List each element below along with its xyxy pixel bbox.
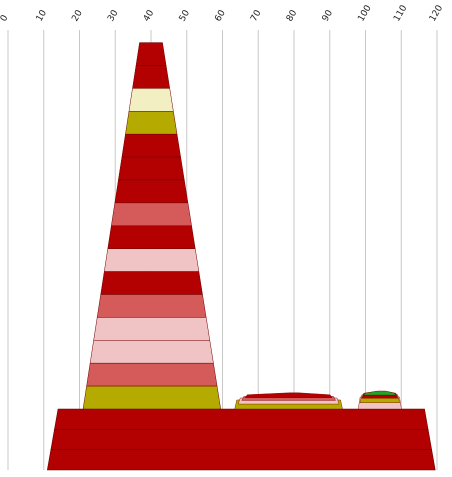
x-tick-label-70: 70 xyxy=(249,8,264,23)
tower-band-15 xyxy=(86,362,218,387)
peak-1-band-4 xyxy=(244,392,333,398)
tower-band-13 xyxy=(93,317,211,341)
base-band-2 xyxy=(50,429,432,450)
peak-2-band-4 xyxy=(363,390,397,396)
tower-band-6 xyxy=(118,156,185,181)
tower-band-1 xyxy=(135,42,167,66)
x-tick-label-50: 50 xyxy=(178,8,193,23)
x-tick-label-60: 60 xyxy=(213,8,228,23)
tower-band-7 xyxy=(114,179,189,204)
chart-marks xyxy=(46,42,436,471)
tower-band-10 xyxy=(103,248,200,272)
tower-band-9 xyxy=(107,225,196,249)
base-band-3 xyxy=(46,449,436,471)
x-tick-label-30: 30 xyxy=(106,8,121,23)
x-tick-label-10: 10 xyxy=(35,8,50,23)
tower-band-14 xyxy=(89,340,214,364)
x-tick-label-20: 20 xyxy=(70,8,85,23)
tower-band-8 xyxy=(111,202,192,227)
tower-band-12 xyxy=(96,294,207,318)
x-tick-labels: 0 10 20 30 40 50 60 70 80 90 100 110 120 xyxy=(0,3,445,23)
x-tick-label-110: 110 xyxy=(392,3,409,23)
tower-band-5 xyxy=(121,133,181,158)
x-tick-label-120: 120 xyxy=(428,3,445,23)
x-tick-label-100: 100 xyxy=(356,3,373,23)
tower-band-16 xyxy=(82,385,222,410)
base-band-1 xyxy=(54,408,429,430)
x-tick-label-40: 40 xyxy=(142,8,157,23)
tower-band-11 xyxy=(100,271,203,295)
tower-band-2 xyxy=(132,65,171,89)
x-tick-label-0: 0 xyxy=(0,13,11,23)
tower-band-4 xyxy=(125,111,178,135)
x-tick-label-80: 80 xyxy=(285,8,300,23)
x-tick-label-90: 90 xyxy=(321,8,336,23)
tower-band-3 xyxy=(128,88,174,112)
